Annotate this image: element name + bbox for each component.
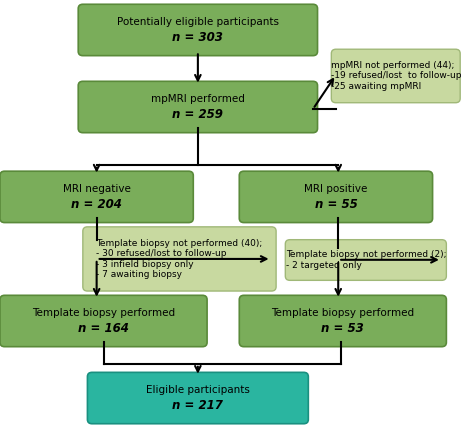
Text: MRI negative: MRI negative xyxy=(63,184,130,194)
FancyBboxPatch shape xyxy=(0,171,193,223)
Text: Eligible participants: Eligible participants xyxy=(146,385,250,395)
Text: n = 303: n = 303 xyxy=(173,31,223,44)
Text: mpMRI not performed (44);
-19 refused/lost  to follow-up
-25 awaiting mpMRI: mpMRI not performed (44); -19 refused/lo… xyxy=(330,61,461,91)
FancyBboxPatch shape xyxy=(83,227,276,291)
Text: n = 164: n = 164 xyxy=(78,322,129,335)
Text: Template biopsy not performed (2);
- 2 targeted only: Template biopsy not performed (2); - 2 t… xyxy=(286,250,446,270)
Text: mpMRI performed: mpMRI performed xyxy=(151,94,245,104)
FancyBboxPatch shape xyxy=(239,171,433,223)
Text: n = 204: n = 204 xyxy=(71,198,122,211)
Text: n = 55: n = 55 xyxy=(315,198,357,211)
Text: n = 53: n = 53 xyxy=(321,322,364,335)
FancyBboxPatch shape xyxy=(78,4,318,56)
Text: Potentially eligible participants: Potentially eligible participants xyxy=(117,17,279,27)
FancyBboxPatch shape xyxy=(78,81,318,133)
FancyBboxPatch shape xyxy=(285,240,447,280)
FancyBboxPatch shape xyxy=(0,295,207,347)
Text: Template biopsy performed: Template biopsy performed xyxy=(271,308,414,318)
Text: Template biopsy performed: Template biopsy performed xyxy=(32,308,175,318)
Text: Template biopsy not performed (40);
- 30 refused/lost to follow-up
- 3 infield b: Template biopsy not performed (40); - 30… xyxy=(96,239,263,279)
FancyBboxPatch shape xyxy=(239,295,447,347)
Text: n = 259: n = 259 xyxy=(173,108,223,121)
FancyBboxPatch shape xyxy=(331,49,460,103)
Text: MRI positive: MRI positive xyxy=(304,184,368,194)
FancyBboxPatch shape xyxy=(87,372,308,424)
Text: n = 217: n = 217 xyxy=(173,399,223,412)
